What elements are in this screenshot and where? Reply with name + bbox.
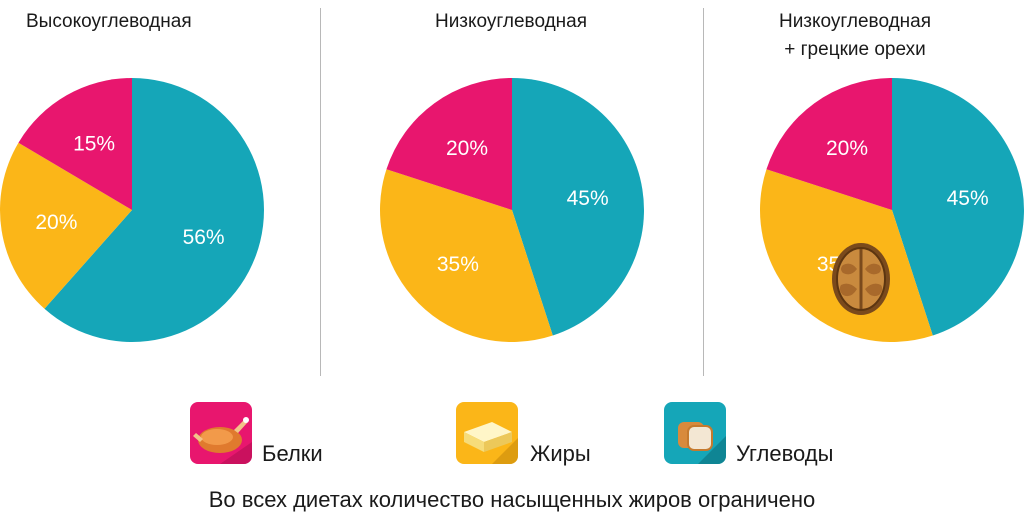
legend-label-protein: Белки [262,441,323,466]
slice-protein [18,78,132,210]
bread-icon [678,422,726,464]
pie-chart-low-carb: 45% 35% 20% [380,78,644,342]
legend-label-fat: Жиры [530,441,591,466]
slice-carbs [892,78,1024,336]
panel-divider [703,8,704,376]
legend-protein-icon [190,402,252,464]
pie-2-title: Низкоуглеводная [434,11,588,32]
slice-label-protein: 20% [446,137,488,160]
slice-label-carbs: 45% [947,187,989,210]
slice-protein [386,78,512,210]
legend-fat-icon [456,402,518,464]
slice-label-protein: 15% [73,132,115,155]
slice-fat [0,142,132,309]
slice-label-protein: 20% [826,137,868,160]
butter-icon [464,422,518,464]
legend-label-carbs: Углеводы [736,441,834,466]
legend-carbs-icon [664,402,726,464]
slice-label-carbs: 56% [183,226,225,249]
pie-chart-high-carb: 56% 20% 15% [0,78,265,342]
slice-protein [766,78,892,210]
panel-divider [320,8,321,376]
walnut-icon [832,243,890,315]
slice-fat [380,169,553,342]
pie-1-title: Высокоуглеводная [26,11,192,32]
slice-label-fat: 20% [35,211,77,234]
roast-chicken-icon [190,417,252,464]
pie-3-title-line1: Низкоуглеводная [778,11,932,32]
pie-3-title-line2: + грецкие орехи [784,39,926,60]
slice-carbs [44,78,265,342]
slice-label-carbs: 45% [567,187,609,210]
footnote: Во всех диетах количество насыщенных жир… [208,487,816,512]
slice-label-fat: 35% [437,253,479,276]
slice-carbs [512,78,644,336]
